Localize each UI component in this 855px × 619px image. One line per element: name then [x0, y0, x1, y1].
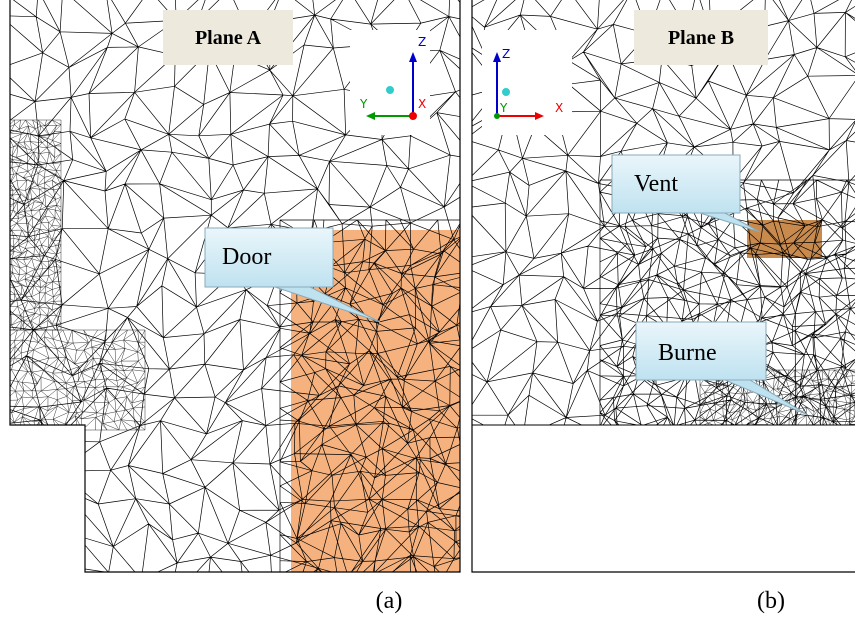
axis-label: X	[555, 101, 563, 115]
axis-label: Z	[502, 47, 510, 61]
axis-label: Y	[499, 101, 508, 115]
figure: Plane A Plane B Z Y X Z Y X Door Vent Bu…	[0, 0, 855, 619]
title: Plane B	[668, 27, 734, 49]
title: Plane A	[195, 27, 262, 49]
axis-triad: Z Y X	[482, 30, 572, 135]
callout: Burne	[636, 322, 808, 415]
caption: (a)	[376, 588, 403, 614]
axis-label: Z	[418, 35, 426, 49]
callout-text: Burne	[658, 340, 717, 366]
axis-triad: Z Y X	[350, 30, 430, 135]
callout-text: Door	[222, 244, 271, 270]
callout-text: Vent	[634, 171, 678, 197]
mesh-lines	[5, 120, 61, 330]
axis-label: Y	[359, 97, 368, 111]
axis-label: X	[418, 97, 426, 111]
caption: (b)	[757, 588, 785, 614]
